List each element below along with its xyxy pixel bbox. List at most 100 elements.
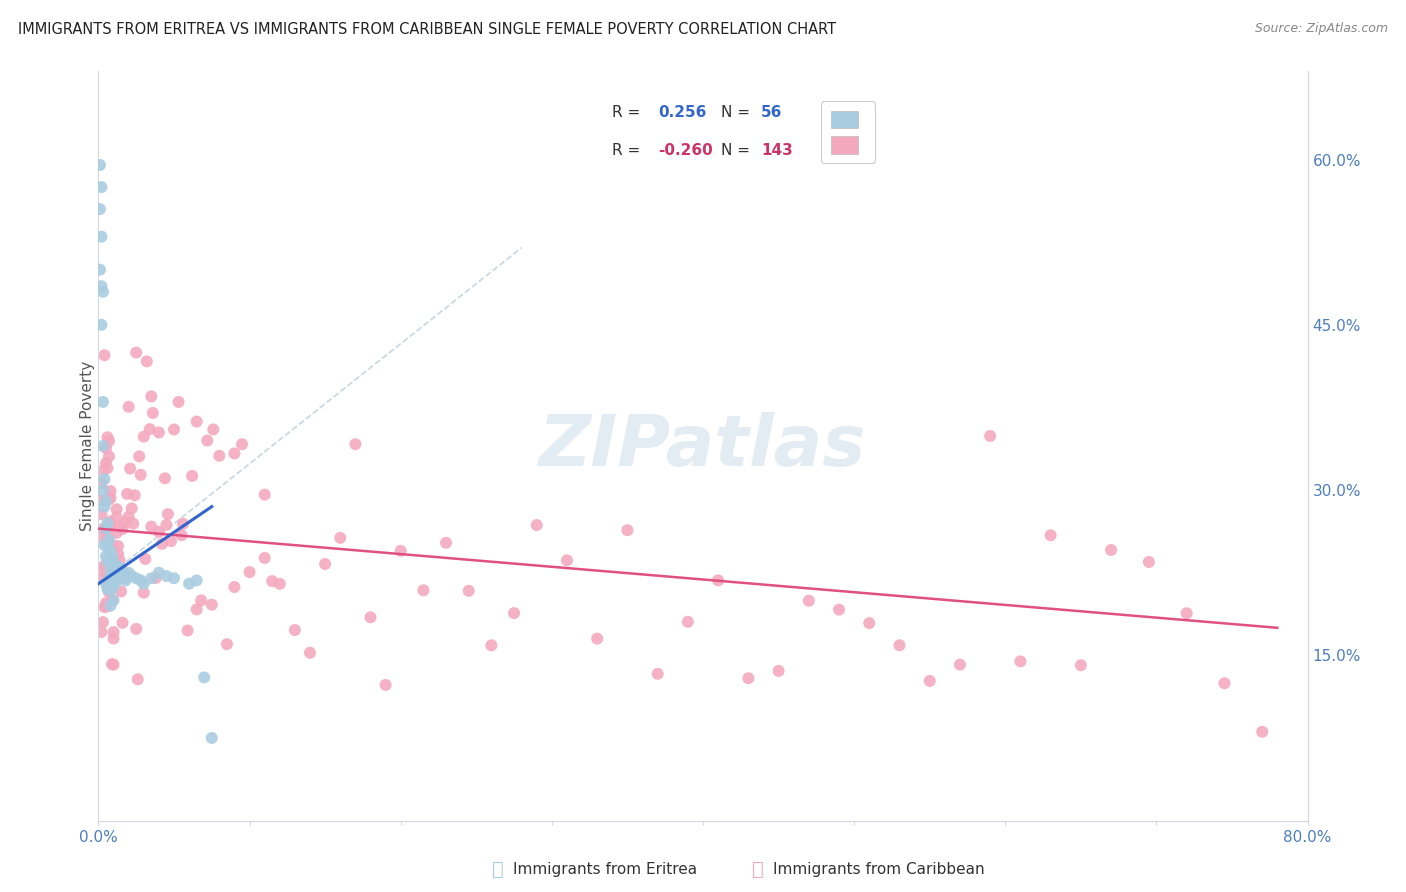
Point — [231, 437, 253, 451]
Point — [105, 510, 128, 524]
Point — [155, 517, 177, 532]
Point — [124, 488, 146, 502]
Text: ZIPatlas: ZIPatlas — [540, 411, 866, 481]
Point — [110, 567, 132, 582]
Point — [412, 583, 434, 598]
Point — [91, 285, 114, 299]
Point — [96, 461, 118, 475]
Point — [107, 571, 129, 585]
Point — [101, 549, 124, 564]
Point — [101, 657, 124, 672]
Point — [89, 158, 111, 172]
Point — [103, 593, 125, 607]
Point — [269, 577, 291, 591]
Point — [118, 566, 141, 580]
Point — [101, 538, 124, 552]
Point — [104, 576, 127, 591]
Point — [344, 437, 367, 451]
Point — [89, 202, 111, 216]
Point — [949, 657, 972, 672]
Text: 56: 56 — [761, 105, 782, 120]
Point — [239, 565, 262, 579]
Point — [103, 574, 125, 588]
Point — [90, 229, 112, 244]
Point — [1251, 724, 1274, 739]
Point — [148, 425, 170, 440]
Point — [186, 415, 208, 429]
Point — [104, 555, 127, 569]
Point — [96, 530, 118, 544]
Point — [104, 563, 127, 577]
Point — [90, 476, 112, 491]
Point — [101, 593, 124, 607]
Point — [193, 670, 215, 684]
Point — [90, 180, 112, 194]
Point — [768, 664, 790, 678]
Point — [111, 571, 134, 585]
Point — [98, 434, 121, 449]
Point — [100, 520, 122, 534]
Point — [111, 615, 134, 630]
Point — [616, 523, 638, 537]
Point — [91, 464, 114, 478]
Point — [647, 666, 669, 681]
Point — [89, 493, 111, 508]
Text: N =: N = — [721, 105, 755, 120]
Point — [105, 525, 128, 540]
Point — [127, 673, 149, 687]
Point — [100, 543, 122, 558]
Point — [314, 557, 336, 571]
Point — [114, 515, 136, 529]
Point — [93, 538, 115, 552]
Point — [101, 582, 124, 597]
Point — [707, 574, 730, 588]
Point — [186, 574, 208, 588]
Point — [215, 637, 238, 651]
Point — [112, 566, 135, 580]
Point — [181, 469, 204, 483]
Text: 143: 143 — [761, 143, 793, 158]
Point — [141, 389, 163, 403]
Point — [90, 508, 112, 522]
Point — [93, 472, 115, 486]
Point — [139, 422, 162, 436]
Point — [103, 632, 125, 646]
Point — [96, 578, 118, 592]
Point — [94, 456, 117, 470]
Y-axis label: Single Female Poverty: Single Female Poverty — [80, 361, 94, 531]
Point — [389, 544, 412, 558]
Point — [434, 536, 457, 550]
Point — [555, 553, 578, 567]
Point — [108, 519, 131, 533]
Point — [918, 673, 941, 688]
Text: 0.256: 0.256 — [658, 105, 707, 120]
Point — [141, 519, 163, 533]
Point — [89, 563, 111, 577]
Text: Immigrants from Eritrea: Immigrants from Eritrea — [513, 863, 697, 877]
Text: R =: R = — [613, 105, 645, 120]
Point — [828, 602, 851, 616]
Point — [114, 571, 136, 585]
Text: Immigrants from Caribbean: Immigrants from Caribbean — [773, 863, 986, 877]
Point — [94, 549, 117, 564]
Point — [1070, 658, 1092, 673]
Point — [170, 528, 193, 542]
Point — [101, 566, 124, 580]
Point — [526, 518, 548, 533]
Point — [100, 576, 122, 591]
Point — [104, 560, 127, 574]
Point — [94, 576, 117, 591]
Point — [374, 678, 396, 692]
Point — [118, 400, 141, 414]
Point — [91, 522, 114, 536]
Text: Source: ZipAtlas.com: Source: ZipAtlas.com — [1254, 22, 1388, 36]
Point — [134, 552, 156, 566]
Point — [94, 599, 117, 614]
Point — [90, 279, 112, 293]
Point — [98, 533, 121, 547]
Point — [90, 625, 112, 640]
Point — [110, 566, 132, 580]
Point — [128, 450, 150, 464]
Text: ⬜: ⬜ — [492, 860, 503, 880]
Point — [96, 516, 118, 530]
